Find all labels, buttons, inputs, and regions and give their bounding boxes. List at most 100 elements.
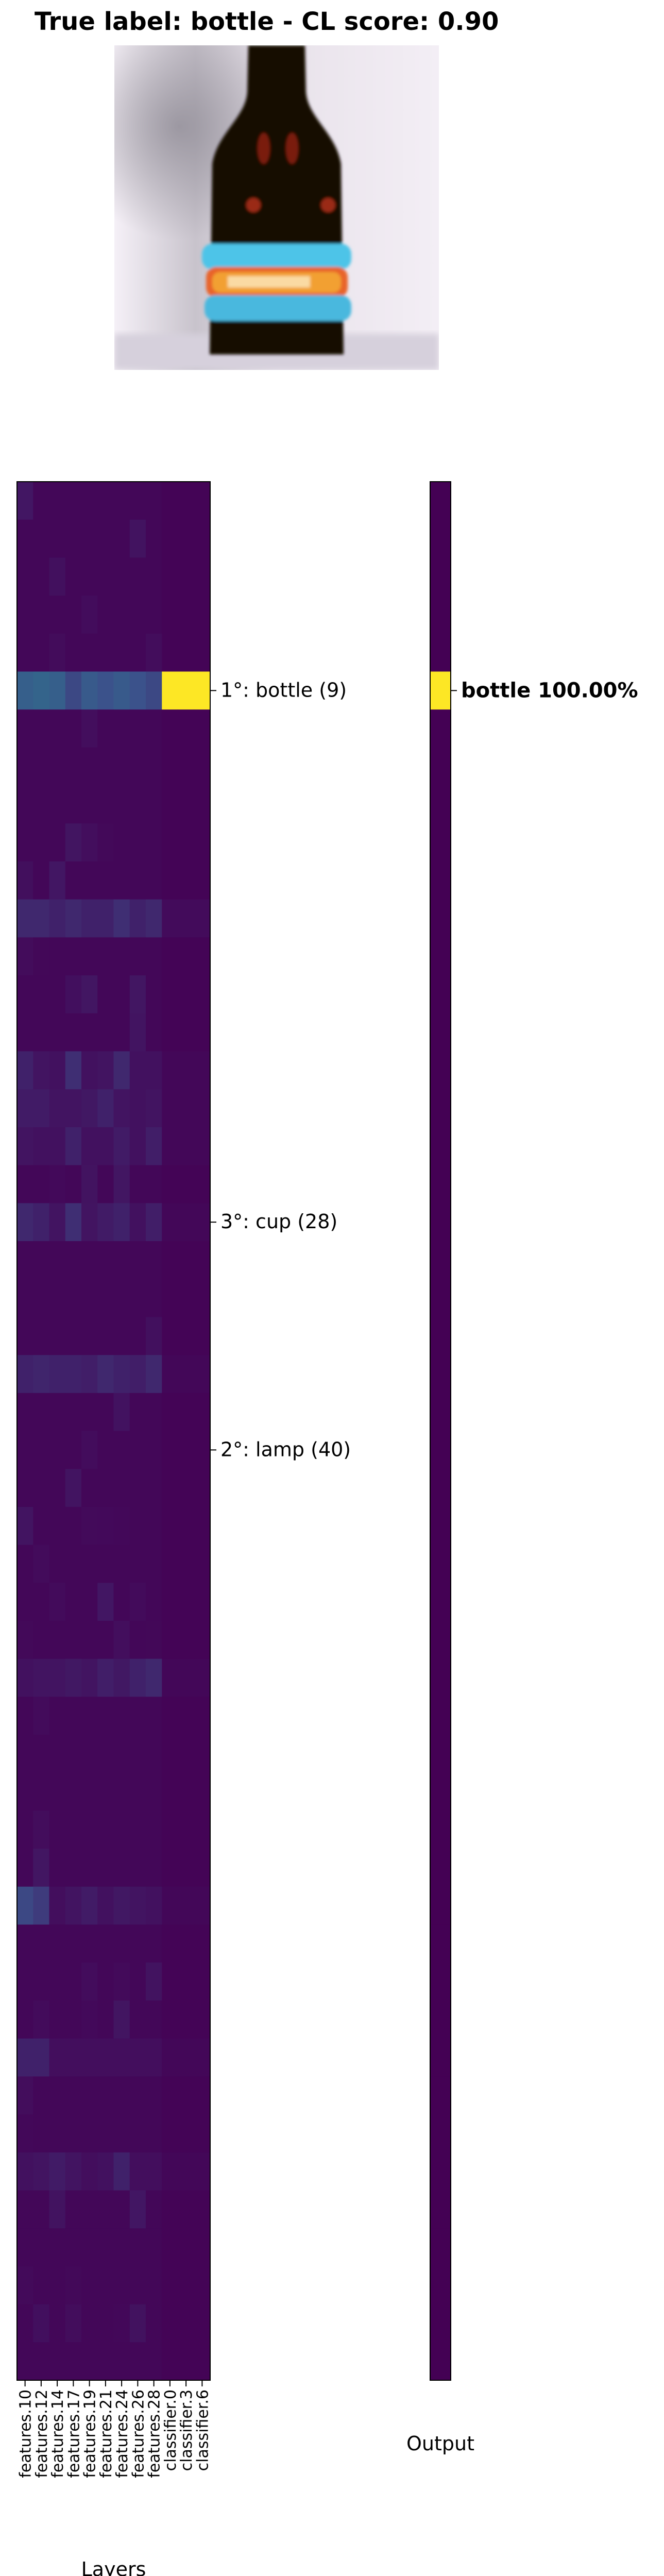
heatmap-cell [129, 899, 146, 938]
heatmap-cell [162, 1697, 178, 1735]
heatmap-cell [97, 1393, 114, 1431]
heatmap-cell [113, 747, 130, 786]
heatmap-cell [113, 1962, 130, 2001]
heatmap-cell [49, 1506, 66, 1546]
heatmap-cell [129, 2190, 146, 2229]
row-label: 3°: cup (28) [220, 1210, 337, 1233]
heatmap-cell [194, 1697, 211, 1735]
heatmap-cell [65, 709, 82, 748]
heatmap-cell [65, 2342, 82, 2381]
heatmap-cell [146, 1810, 162, 1849]
heatmap-cell [33, 709, 49, 748]
heatmap-cell [113, 557, 130, 596]
heatmap-cell [194, 1621, 211, 1659]
heatmap-cell [81, 2001, 98, 2039]
heatmap-cell [81, 2342, 98, 2381]
heatmap-cell [33, 1924, 49, 1963]
heatmap-cell [162, 975, 178, 1014]
heatmap-cell [178, 1355, 195, 1394]
heatmap-cell [162, 1393, 178, 1431]
heatmap-cell [33, 1772, 49, 1811]
heatmap-cell [113, 937, 130, 976]
heatmap-cell [194, 1241, 211, 1280]
heatmap-cell [146, 1355, 162, 1394]
heatmap-cell [97, 1545, 114, 1583]
heatmap-cell [65, 2114, 82, 2153]
heatmap-cell [49, 557, 66, 596]
heatmap-cell [129, 1089, 146, 1128]
heatmap-cell [194, 1013, 211, 1052]
heatmap-cell [33, 482, 49, 520]
heatmap-cell [49, 1241, 66, 1280]
heatmap-cell [81, 633, 98, 672]
heatmap-cell [81, 1355, 98, 1394]
output-cell [430, 1165, 451, 1204]
heatmap-cell [129, 2228, 146, 2267]
output-cell [430, 1089, 451, 1128]
heatmap-cell [97, 1355, 114, 1394]
heatmap-cell [97, 1849, 114, 1887]
heatmap-cell [49, 899, 66, 938]
heatmap-cell [146, 899, 162, 938]
heatmap-cell [194, 1962, 211, 2001]
heatmap-cell [49, 975, 66, 1014]
heatmap-cell [194, 1658, 211, 1697]
heatmap-cell [162, 1165, 178, 1204]
heatmap-cell [194, 1393, 211, 1431]
heatmap-cell [178, 1772, 195, 1811]
heatmap-cell [97, 899, 114, 938]
heatmap-cell [97, 1583, 114, 1621]
heatmap-cell [33, 2114, 49, 2153]
heatmap-cell [81, 1317, 98, 1355]
heatmap-cell [146, 747, 162, 786]
output-cell [430, 1127, 451, 1166]
heatmap-cell [65, 785, 82, 824]
heatmap-cell [81, 1203, 98, 1242]
heatmap-cell [113, 1924, 130, 1963]
heatmap-cell [178, 596, 195, 634]
heatmap-cell [178, 1089, 195, 1128]
heatmap-cell [65, 2266, 82, 2305]
output-cell [430, 1506, 451, 1546]
heatmap-cell [17, 482, 33, 520]
output-cell [430, 1545, 451, 1583]
heatmap-cell [113, 2228, 130, 2267]
heatmap-cell [146, 1886, 162, 1925]
heatmap-cell [113, 1469, 130, 1507]
heatmap-cell [194, 1317, 211, 1355]
heatmap-cell [162, 1506, 178, 1546]
heatmap-cell [33, 2228, 49, 2267]
heatmap-cell [65, 1621, 82, 1659]
heatmap-cell [162, 519, 178, 558]
heatmap-cell [33, 1393, 49, 1431]
output-cell [430, 937, 451, 976]
heatmap-cell [81, 1962, 98, 2001]
heatmap-cell [194, 2152, 211, 2191]
heatmap-cell [97, 633, 114, 672]
heatmap-cell [129, 1013, 146, 1052]
heatmap-cell [65, 596, 82, 634]
heatmap-cell [97, 2152, 114, 2191]
heatmap-cell [81, 1279, 98, 1317]
heatmap-cell [49, 1772, 66, 1811]
heatmap-cell [17, 1924, 33, 1963]
heatmap-cell [65, 2190, 82, 2229]
heatmap-cell [49, 1962, 66, 2001]
heatmap-cell [65, 519, 82, 558]
heatmap-cell [146, 2038, 162, 2077]
output-cell [430, 557, 451, 596]
heatmap-cell [162, 2152, 178, 2191]
heatmap-cell [17, 1545, 33, 1583]
heatmap-cell [194, 747, 211, 786]
heatmap-cell [97, 823, 114, 862]
heatmap-cell [129, 937, 146, 976]
heatmap-cell [65, 1279, 82, 1317]
heatmap-cell [65, 1241, 82, 1280]
heatmap-cell [146, 1317, 162, 1355]
heatmap-cell [129, 1735, 146, 1773]
heatmap-cell [113, 2038, 130, 2077]
heatmap-cell [162, 899, 178, 938]
x-tick-label: features.21 [97, 2389, 115, 2478]
heatmap-cell [65, 861, 82, 900]
heatmap-cell [33, 1089, 49, 1128]
